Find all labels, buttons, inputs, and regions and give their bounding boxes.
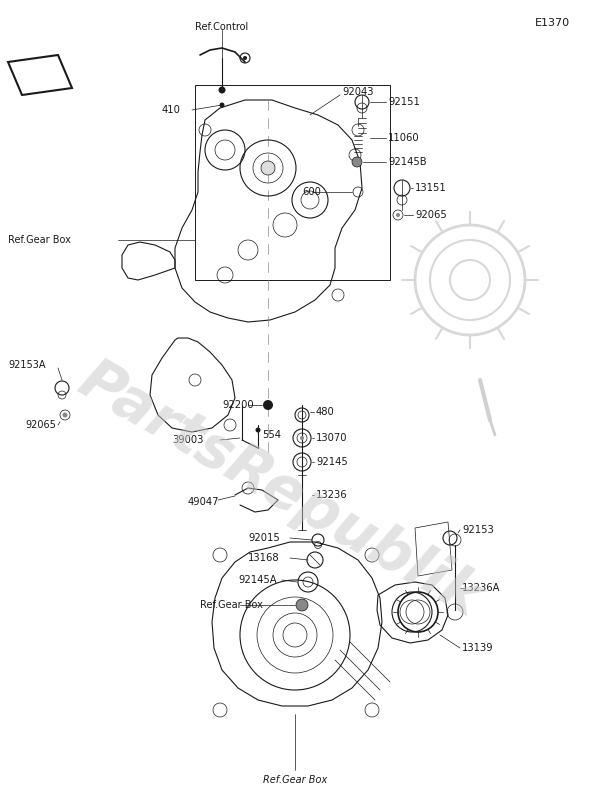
Text: 92145A: 92145A (238, 575, 277, 585)
Text: 13070: 13070 (316, 433, 347, 443)
Text: 13168: 13168 (248, 553, 280, 563)
Text: 92153A: 92153A (8, 360, 45, 370)
Text: 39003: 39003 (172, 435, 203, 445)
Text: 92153: 92153 (462, 525, 494, 535)
Text: 13139: 13139 (462, 643, 494, 653)
Text: PartsRepublik: PartsRepublik (69, 351, 491, 629)
Circle shape (300, 436, 304, 440)
Text: 13236A: 13236A (462, 583, 500, 593)
Circle shape (263, 400, 273, 410)
Text: E1370: E1370 (535, 18, 570, 28)
Text: 92015: 92015 (248, 533, 280, 543)
Text: Ref.Gear Box: Ref.Gear Box (8, 235, 71, 245)
Text: 92151: 92151 (388, 97, 420, 107)
Text: Ref.Control: Ref.Control (195, 22, 248, 32)
Text: 92145: 92145 (316, 457, 348, 467)
Text: Ref.Gear Box: Ref.Gear Box (263, 775, 327, 785)
Circle shape (296, 599, 308, 611)
Text: 92065: 92065 (25, 420, 56, 430)
Circle shape (219, 102, 224, 107)
Text: FRONT: FRONT (16, 69, 64, 82)
Bar (195, 85, 390, 280)
Text: 11060: 11060 (388, 133, 420, 143)
Circle shape (63, 413, 68, 418)
Circle shape (256, 427, 260, 433)
Text: 410: 410 (162, 105, 181, 115)
Text: 92145B: 92145B (388, 157, 427, 167)
Text: 600: 600 (302, 187, 321, 197)
Circle shape (243, 56, 247, 60)
Text: 13151: 13151 (415, 183, 447, 193)
Text: 92065: 92065 (415, 210, 447, 220)
Circle shape (396, 213, 400, 217)
Polygon shape (8, 55, 72, 95)
Text: Ref.Gear Box: Ref.Gear Box (200, 600, 263, 610)
Text: 13236: 13236 (316, 490, 347, 500)
Circle shape (218, 86, 226, 94)
Text: 92043: 92043 (342, 87, 373, 97)
Circle shape (352, 157, 362, 167)
Text: 49047: 49047 (188, 497, 219, 507)
Text: 480: 480 (316, 407, 335, 417)
Text: 92200: 92200 (222, 400, 254, 410)
Text: 554: 554 (262, 430, 281, 440)
Circle shape (261, 161, 275, 175)
